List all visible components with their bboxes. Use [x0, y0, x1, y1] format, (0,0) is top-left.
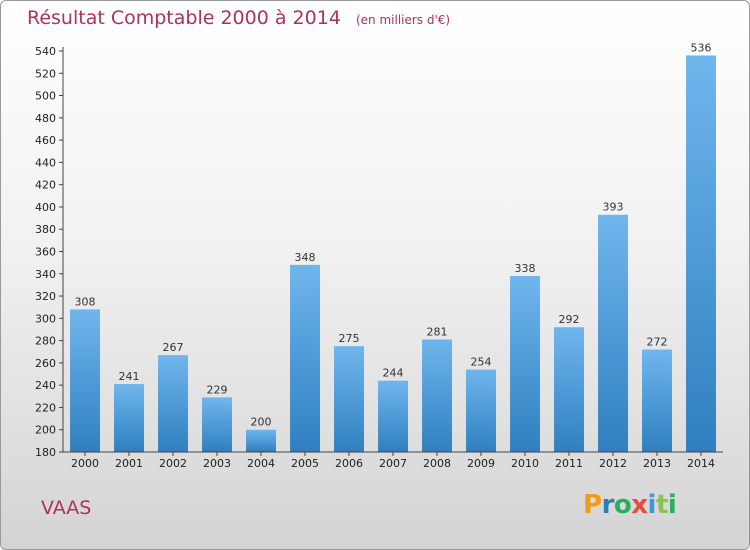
x-tick-label: 2005: [291, 457, 319, 470]
bar-value-label: 292: [559, 313, 580, 326]
x-tick-label: 2001: [115, 457, 143, 470]
bar: [466, 369, 496, 452]
bar: [202, 397, 232, 452]
logo-letter: x: [631, 490, 648, 520]
bar: [510, 276, 540, 452]
logo-letter: i: [667, 490, 677, 520]
bar: [554, 327, 584, 452]
bar-value-label: 275: [339, 332, 360, 345]
y-tick-label: 520: [35, 67, 56, 80]
bar: [378, 380, 408, 452]
logo-letter: P: [583, 490, 602, 520]
x-tick-label: 2003: [203, 457, 231, 470]
bar: [246, 429, 276, 452]
y-tick-label: 420: [35, 179, 56, 192]
y-tick-label: 180: [35, 446, 56, 459]
bar: [686, 55, 716, 452]
bar-value-label: 272: [647, 336, 668, 349]
title-line: Résultat Comptable 2000 à 2014 (en milli…: [27, 7, 450, 29]
y-tick-label: 380: [35, 223, 56, 236]
bar-value-label: 241: [119, 370, 140, 383]
y-tick-label: 500: [35, 90, 56, 103]
y-tick-label: 460: [35, 134, 56, 147]
bar: [70, 309, 100, 452]
x-tick-label: 2011: [555, 457, 583, 470]
bar-value-label: 348: [295, 251, 316, 264]
y-tick-label: 540: [35, 45, 56, 58]
y-tick-label: 200: [35, 424, 56, 437]
y-tick-label: 400: [35, 201, 56, 214]
x-tick-label: 2002: [159, 457, 187, 470]
y-tick-label: 340: [35, 268, 56, 281]
bar: [158, 355, 188, 452]
y-tick-label: 440: [35, 156, 56, 169]
bar-value-label: 536: [691, 41, 712, 54]
bars: 308 241 267 229 200 348 275 244 281 254 338 292 393 2…: [70, 41, 716, 452]
x-axis: 2000 2001 2002 2003 2004 2005 2006 2007 2008 2009…: [63, 451, 723, 470]
x-tick-label: 2007: [379, 457, 407, 470]
y-tick-label: 320: [35, 290, 56, 303]
commune-name: VAAS: [41, 497, 92, 519]
y-tick-label: 260: [35, 357, 56, 370]
x-tick-label: 2013: [643, 457, 671, 470]
y-tick-label: 300: [35, 312, 56, 325]
x-tick-label: 2008: [423, 457, 451, 470]
x-tick-label: 2010: [511, 457, 539, 470]
x-tick-label: 2014: [687, 457, 715, 470]
y-tick-label: 220: [35, 401, 56, 414]
y-tick-label: 280: [35, 335, 56, 348]
y-tick-label: 240: [35, 379, 56, 392]
logo-letter: r: [601, 490, 615, 520]
bar: [598, 214, 628, 452]
y-tick-label: 360: [35, 246, 56, 259]
bar: [422, 339, 452, 452]
chart-subtitle: (en milliers d'€): [355, 13, 451, 27]
logo-letter: o: [613, 490, 632, 520]
bar-value-label: 254: [471, 356, 492, 369]
logo-letter: t: [655, 490, 668, 520]
bar-value-label: 229: [207, 383, 228, 396]
bar: [290, 264, 320, 452]
bar: [114, 384, 144, 452]
chart-title: Résultat Comptable 2000 à 2014: [27, 7, 341, 29]
proxiti-logo[interactable]: Proxiti: [583, 490, 677, 520]
bar-value-label: 200: [251, 416, 272, 429]
x-tick-label: 2004: [247, 457, 275, 470]
x-tick-label: 2000: [71, 457, 99, 470]
x-tick-label: 2006: [335, 457, 363, 470]
x-tick-label: 2009: [467, 457, 495, 470]
bar-value-label: 267: [163, 341, 184, 354]
bar-value-label: 393: [603, 201, 624, 214]
bar-value-label: 338: [515, 262, 536, 275]
bar: [334, 346, 364, 452]
logo-letter: i: [647, 490, 657, 520]
x-tick-label: 2012: [599, 457, 627, 470]
bar: [642, 349, 672, 452]
bar-value-label: 308: [75, 295, 96, 308]
bar-value-label: 281: [427, 325, 448, 338]
y-tick-label: 480: [35, 112, 56, 125]
bar-value-label: 244: [383, 367, 404, 380]
y-axis: 180 200 220 240 260 280 300 320 340 360 380 400 420 4…: [35, 45, 64, 459]
